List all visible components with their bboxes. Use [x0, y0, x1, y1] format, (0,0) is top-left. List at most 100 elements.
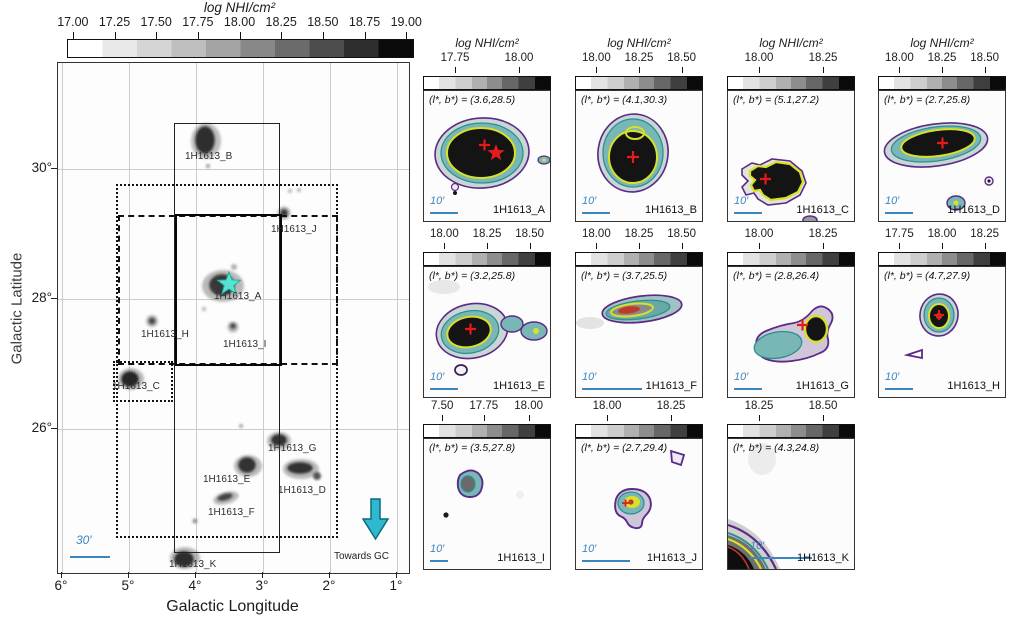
- x-axis-tickmark: [262, 572, 264, 578]
- gridline: [58, 169, 409, 170]
- contour-map-g: [753, 305, 834, 363]
- y-axis-label: Galactic Latitude: [8, 252, 26, 365]
- cutout-panel-i: 7.50 17.75 18.00 (l*, b*) = (3.5,27.8) 1…: [423, 400, 551, 570]
- x-axis-tickmark: [128, 572, 130, 578]
- colorbar-tick: 18.50: [667, 52, 696, 73]
- panel-coords: (l*, b*) = (3.7,25.5): [581, 270, 668, 282]
- colorbar-tick: 18.00: [928, 228, 956, 249]
- panel-map: (l*, b*) = (4.7,27.9) 10′ 1H1613_H: [878, 266, 1006, 398]
- survey-region-dotted-c: [113, 361, 173, 402]
- colorbar-tick: 18.25: [970, 228, 999, 249]
- panel-scalebar: 10′: [885, 367, 913, 390]
- panel-scalebar-label: 10′: [430, 370, 445, 383]
- target-star-icon: [216, 270, 242, 295]
- colorbar-tick: 18.50: [809, 400, 837, 421]
- red-cross-marker: [934, 310, 944, 320]
- main-colorbar-title: log NHI/cm²: [203, 0, 276, 15]
- cloud-label: 1H1613_D: [278, 485, 326, 496]
- panel-scalebar-label: 10′: [582, 542, 597, 555]
- panel-colorbar-ticks: 18.00 18.25 18.50: [878, 52, 1006, 73]
- panel-colorbar-gradient: [878, 252, 1006, 266]
- panel-scalebar: 10′: [582, 191, 610, 214]
- x-axis-tick-label: 1°: [389, 578, 403, 593]
- cloud-label: 1H1613_A: [214, 291, 262, 302]
- contour-map-j: [614, 449, 686, 530]
- panel-name: 1H1613_B: [645, 204, 697, 216]
- panel-scalebar-label: 10′: [885, 370, 900, 383]
- contour-map-a: [434, 117, 550, 195]
- contour-map-k: [728, 443, 780, 569]
- cutout-panel-g: 18.00 18.25 (l*, b*) = (2.8,26.4) 10′ 1H…: [727, 228, 855, 398]
- colorbar-tick: 17.75: [469, 400, 498, 421]
- x-axis-tick-label: 4°: [188, 578, 202, 593]
- colorbar-tick: 18.00: [505, 52, 533, 73]
- x-axis-tick-label: 5°: [121, 578, 135, 593]
- panel-colorbar-title: log NHI/cm²: [759, 36, 823, 50]
- cloud-label: 1H1613_G: [268, 443, 317, 454]
- cloud-label: 1H1613_J: [271, 224, 317, 235]
- panel-coords: (l*, b*) = (2.7,29.4): [581, 442, 668, 454]
- colorbar-tick: 17.00: [52, 15, 94, 39]
- contour-map-d: [883, 122, 994, 211]
- gridline: [62, 63, 63, 573]
- colorbar-tick: 17.75: [885, 228, 914, 249]
- colorbar-tick: 18.50: [302, 15, 344, 39]
- panel-map: (l*, b*) = (2.7,29.4) 10′ 1H1613_J: [575, 438, 703, 570]
- panel-colorbar-gradient: [423, 424, 551, 438]
- panel-colorbar-gradient: [423, 76, 551, 90]
- panel-colorbar-ticks: 7.50 17.75 18.00: [423, 400, 551, 421]
- panel-scalebar: 10′: [582, 367, 642, 390]
- panel-colorbar-gradient: [575, 424, 703, 438]
- x-axis-tickmark: [195, 572, 197, 578]
- y-axis-tick-label: 30°: [31, 160, 52, 175]
- colorbar-tick: 18.50: [667, 228, 696, 249]
- colorbar-tick: 18.00: [219, 15, 261, 39]
- colorbar-tick: 18.25: [809, 228, 837, 249]
- panel-scalebar-label: 10′: [582, 194, 597, 207]
- y-axis-tickmark: [51, 298, 57, 300]
- x-axis-tick-label: 3°: [255, 578, 269, 593]
- contour-map-h: [903, 293, 959, 360]
- cloud-label: 1H1613_I: [223, 339, 267, 350]
- cloud-label: 1H1613_H: [141, 329, 189, 340]
- gridline: [330, 63, 331, 573]
- colorbar-tick: 18.25: [745, 400, 773, 421]
- gridline: [129, 63, 130, 573]
- red-star-marker: [487, 144, 505, 161]
- cutout-panel-k: 18.25 18.50 (l*, b*) = (4.3,24.8) 10′ 1H…: [727, 400, 855, 570]
- colorbar-tick: 18.00: [745, 52, 773, 73]
- panel-map: (l*, b*) = (3.7,25.5) 10′ 1H1613_F: [575, 266, 703, 398]
- panel-coords: (l*, b*) = (4.3,24.8): [733, 442, 820, 454]
- colorbar-tick: 18.00: [430, 228, 459, 249]
- panel-colorbar-ticks: 17.75 18.00: [423, 52, 551, 73]
- red-cross-marker: [479, 139, 490, 151]
- cutout-panel-d: log NHI/cm² 18.00 18.25 18.50 (l*, b*) =…: [878, 36, 1006, 222]
- colorbar-tick: 18.25: [625, 52, 653, 73]
- panel-map: (l*, b*) = (3.5,27.8) 10′ 1H1613_I: [423, 438, 551, 570]
- panel-name: 1H1613_C: [796, 204, 849, 216]
- cutout-panel-b: log NHI/cm² 18.00 18.25 18.50 (l*, b*) =…: [575, 36, 703, 222]
- colorbar-tick: 18.25: [928, 52, 956, 73]
- colorbar-tick: 18.25: [809, 52, 837, 73]
- panel-scalebar: 10′: [430, 367, 458, 390]
- panel-colorbar-title: log NHI/cm²: [607, 36, 671, 50]
- cutout-panel-f: 18.00 18.25 18.50 (l*, b*) = (3.7,25.5) …: [575, 228, 703, 398]
- colorbar-tick: 18.50: [970, 52, 999, 73]
- colorbar-tick: 17.25: [94, 15, 136, 39]
- panel-scalebar: 10′: [734, 191, 762, 214]
- panel-colorbar-gradient: [727, 76, 855, 90]
- y-axis-tick-label: 26°: [31, 420, 52, 435]
- colorbar-tick: 18.50: [515, 228, 544, 249]
- panel-coords: (l*, b*) = (2.8,26.4): [733, 270, 820, 282]
- panel-scalebar-label: 10′: [430, 542, 445, 555]
- red-cross-marker: [937, 137, 948, 149]
- x-axis-tickmark: [61, 572, 63, 578]
- panel-map: (l*, b*) = (2.8,26.4) 10′ 1H1613_G: [727, 266, 855, 398]
- colorbar-tick: 19.00: [385, 15, 427, 39]
- cloud-label: 1H1613_K: [169, 559, 217, 570]
- colorbar-tick: 17.75: [441, 52, 469, 73]
- colorbar-tick: 18.00: [593, 400, 621, 421]
- colorbar-tick: 17.50: [135, 15, 177, 39]
- panel-colorbar-ticks: 18.00 18.25 18.50: [423, 228, 551, 249]
- panel-name: 1H1613_F: [645, 380, 697, 392]
